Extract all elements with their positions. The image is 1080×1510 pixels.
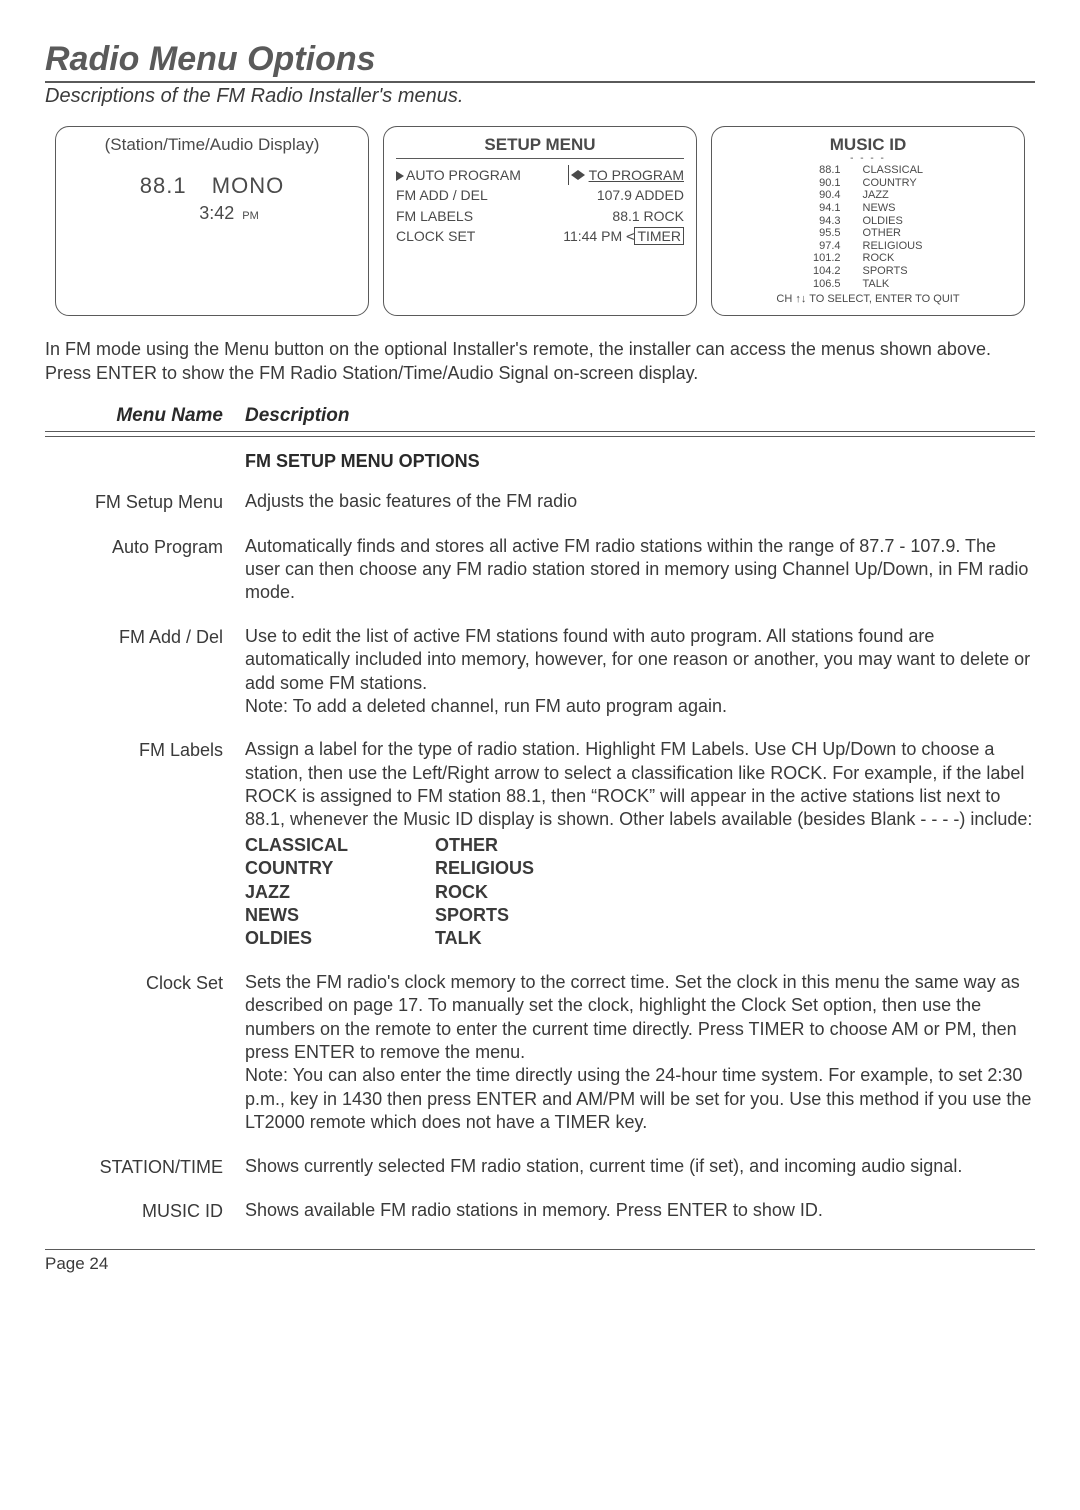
item-station-time: STATION/TIME Shows currently selected FM… bbox=[45, 1155, 1035, 1179]
label-cell: SPORTS bbox=[435, 904, 509, 927]
page-title: Radio Menu Options bbox=[45, 40, 1035, 79]
item-name: STATION/TIME bbox=[45, 1155, 245, 1179]
item-name: MUSIC ID bbox=[45, 1199, 245, 1223]
setup-right-clock-time: 11:44 PM bbox=[563, 228, 622, 244]
station-time-line: 3:42 PM bbox=[102, 203, 356, 224]
setup-right-col: TO PROGRAM 107.9 ADDED 88.1 ROCK 11:44 P… bbox=[540, 165, 684, 247]
music-label-8: SPORTS bbox=[863, 265, 924, 278]
title-divider bbox=[45, 81, 1035, 83]
music-freq-7: 101.2 bbox=[813, 252, 841, 265]
triangle-icon bbox=[396, 171, 404, 181]
label-cell: NEWS bbox=[245, 904, 435, 927]
setup-right-added: 107.9 ADDED bbox=[540, 185, 684, 205]
header-divider bbox=[45, 436, 1035, 437]
table-header-row: Menu Name Description bbox=[45, 405, 1035, 432]
item-name: Clock Set bbox=[45, 971, 245, 1135]
setup-left-3: CLOCK SET bbox=[396, 226, 540, 246]
music-freq-1: 90.1 bbox=[813, 177, 841, 190]
setup-right-timer: TIMER bbox=[634, 227, 684, 245]
music-freq-2: 90.4 bbox=[813, 189, 841, 202]
item-fm-labels: FM Labels Assign a label for the type of… bbox=[45, 738, 1035, 951]
music-label-0: CLASSICAL bbox=[863, 164, 924, 177]
panel-station-display: (Station/Time/Audio Display) 88.1 MONO 3… bbox=[55, 126, 369, 316]
item-name: FM Setup Menu bbox=[45, 490, 245, 514]
item-clock-set: Clock Set Sets the FM radio's clock memo… bbox=[45, 971, 1035, 1135]
labels-table: CLASSICALOTHER COUNTRYRELIGIOUS JAZZROCK… bbox=[245, 834, 1035, 951]
music-label-1: COUNTRY bbox=[863, 177, 924, 190]
label-cell: OTHER bbox=[435, 834, 498, 857]
item-fm-add-del: FM Add / Del Use to edit the list of act… bbox=[45, 625, 1035, 719]
panels-row: (Station/Time/Audio Display) 88.1 MONO 3… bbox=[45, 126, 1035, 316]
music-header: MUSIC ID bbox=[724, 135, 1012, 155]
item-name: FM Labels bbox=[45, 738, 245, 951]
left-arrow-icon bbox=[571, 170, 578, 180]
item-desc: Automatically finds and stores all activ… bbox=[245, 535, 1035, 605]
item-desc: Sets the FM radio's clock memory to the … bbox=[245, 971, 1035, 1135]
setup-right-toprogram: TO PROGRAM bbox=[589, 167, 684, 183]
page-subtitle: Descriptions of the FM Radio Installer's… bbox=[45, 85, 1035, 108]
item-music-id: MUSIC ID Shows available FM radio statio… bbox=[45, 1199, 1035, 1223]
intro-text: In FM mode using the Menu button on the … bbox=[45, 338, 1035, 385]
music-label-6: RELIGIOUS bbox=[863, 240, 924, 253]
intro-line-2: Press ENTER to show the FM Radio Station… bbox=[45, 362, 1035, 385]
setup-header: SETUP MENU bbox=[396, 135, 684, 159]
page-number: Page 24 bbox=[45, 1254, 1035, 1274]
item-desc: Adjusts the basic features of the FM rad… bbox=[245, 490, 1035, 514]
panel-setup-menu: SETUP MENU AUTO PROGRAM FM ADD / DEL FM … bbox=[383, 126, 697, 316]
music-label-3: NEWS bbox=[863, 202, 924, 215]
item-desc: Shows available FM radio stations in mem… bbox=[245, 1199, 1035, 1223]
station-freq: 88.1 bbox=[140, 173, 187, 198]
label-cell: ROCK bbox=[435, 881, 488, 904]
item-desc: Shows currently selected FM radio statio… bbox=[245, 1155, 1035, 1179]
music-freq-5: 95.5 bbox=[813, 227, 841, 240]
station-time: 3:42 bbox=[199, 203, 234, 223]
footer-divider bbox=[45, 1249, 1035, 1250]
label-cell: CLASSICAL bbox=[245, 834, 435, 857]
station-freq-line: 88.1 MONO bbox=[68, 173, 356, 199]
item-desc: Use to edit the list of active FM statio… bbox=[245, 625, 1035, 719]
item-fm-setup: FM Setup Menu Adjusts the basic features… bbox=[45, 490, 1035, 514]
music-dashes: - - - - bbox=[724, 153, 1012, 164]
setup-right-rock: 88.1 ROCK bbox=[540, 206, 684, 226]
label-cell: COUNTRY bbox=[245, 857, 435, 880]
label-cell: TALK bbox=[435, 927, 482, 950]
setup-left-2: FM LABELS bbox=[396, 206, 540, 226]
music-label-7: ROCK bbox=[863, 252, 924, 265]
setup-left-1: FM ADD / DEL bbox=[396, 185, 540, 205]
label-cell: OLDIES bbox=[245, 927, 435, 950]
setup-left-0: AUTO PROGRAM bbox=[406, 167, 521, 183]
music-label-5: OTHER bbox=[863, 227, 924, 240]
station-header: (Station/Time/Audio Display) bbox=[68, 135, 356, 155]
label-cell: JAZZ bbox=[245, 881, 435, 904]
item-auto-program: Auto Program Automatically finds and sto… bbox=[45, 535, 1035, 605]
music-freq-9: 106.5 bbox=[813, 278, 841, 291]
station-ampm: PM bbox=[242, 210, 259, 222]
music-list: 88.1 90.1 90.4 94.1 94.3 95.5 97.4 101.2… bbox=[724, 164, 1012, 290]
fm-labels-text: Assign a label for the type of radio sta… bbox=[245, 739, 1032, 829]
music-freq-4: 94.3 bbox=[813, 215, 841, 228]
setup-left-col: AUTO PROGRAM FM ADD / DEL FM LABELS CLOC… bbox=[396, 165, 540, 247]
music-label-9: TALK bbox=[863, 278, 924, 291]
music-freq-0: 88.1 bbox=[813, 164, 841, 177]
music-freq-6: 97.4 bbox=[813, 240, 841, 253]
music-label-2: JAZZ bbox=[863, 189, 924, 202]
section-label: FM SETUP MENU OPTIONS bbox=[245, 451, 1035, 472]
right-arrow-icon bbox=[578, 170, 585, 180]
music-footer: CH ↑↓ TO SELECT, ENTER TO QUIT bbox=[724, 293, 1012, 305]
intro-line-1: In FM mode using the Menu button on the … bbox=[45, 338, 1035, 361]
music-freq-8: 104.2 bbox=[813, 265, 841, 278]
item-name: FM Add / Del bbox=[45, 625, 245, 719]
station-mode: MONO bbox=[212, 173, 284, 198]
header-description: Description bbox=[245, 405, 1035, 427]
music-freq-3: 94.1 bbox=[813, 202, 841, 215]
panel-music-id: MUSIC ID - - - - 88.1 90.1 90.4 94.1 94.… bbox=[711, 126, 1025, 316]
item-name: Auto Program bbox=[45, 535, 245, 605]
music-label-4: OLDIES bbox=[863, 215, 924, 228]
label-cell: RELIGIOUS bbox=[435, 857, 534, 880]
item-desc: Assign a label for the type of radio sta… bbox=[245, 738, 1035, 951]
header-menu-name: Menu Name bbox=[45, 405, 245, 427]
